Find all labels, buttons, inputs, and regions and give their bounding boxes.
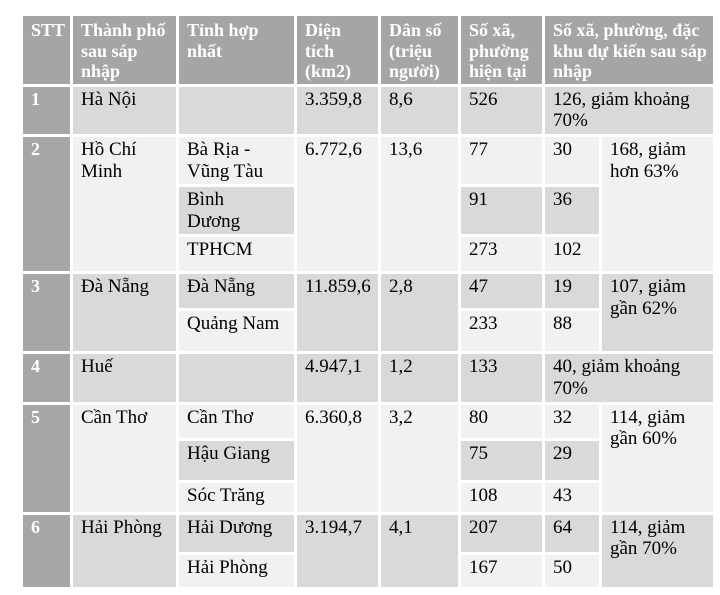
cell-stt: 2 [20,133,73,275]
cell-current: 233 [458,308,545,355]
cell-summary: 107, giảm gần 62% [598,271,717,355]
cell-area: 3.359,8 [294,83,381,137]
cell-current: 80 [458,401,545,441]
cell-area: 3.194,7 [294,511,381,590]
cell-province [176,83,297,137]
cell-current: 133 [458,351,545,405]
cell-current: 47 [458,271,545,312]
province-label: Bình Dương [187,189,241,232]
header-stt: STT [20,13,73,87]
cell-after: 32 [542,401,602,441]
table-row: 6 Hải Phòng Hải Dương 3.194,7 4,1 207 64… [20,511,717,590]
cell-after: 43 [542,479,602,515]
cell-after: 102 [542,234,602,275]
cell-stt: 4 [20,351,73,405]
cell-city: Hồ Chí Minh [70,133,179,275]
cell-population: 2,8 [378,271,461,355]
cell-province: Bình Dương [176,184,297,238]
cell-province: Hải Phòng [176,551,297,590]
cell-current: 273 [458,234,545,275]
cell-province: Hậu Giang [176,437,297,483]
cell-stt: 1 [20,83,73,137]
cell-city: Cần Thơ [70,401,179,515]
cell-summary: 114, giảm gần 60% [598,401,717,515]
cell-city: Huế [70,351,179,405]
cell-summary: 40, giảm khoảng 70% [541,351,717,405]
cell-summary: 114, giảm gần 70% [598,511,717,590]
cell-after: 64 [542,511,602,555]
header-province: Tỉnh hợp nhất [176,13,297,87]
cell-population: 1,2 [378,351,461,405]
cell-population: 13,6 [378,133,461,275]
header-after-units: Số xã, phường, đặc khu dự kiến sau sáp n… [541,13,717,87]
cell-current: 108 [458,479,545,515]
table-row: Quảng Nam 233 88 [22,308,715,355]
table-row: 2 Hồ Chí Minh Bà Rịa - Vũng Tàu 6.772,6 … [20,133,717,275]
cell-province: Sóc Trăng [176,479,297,515]
table-row: 5 Cần Thơ Cần Thơ 6.360,8 3,2 80 32 114,… [20,401,717,515]
header-current-units: Số xã, phường hiện tại [458,13,545,87]
cell-city: Hà Nội [70,83,179,137]
cell-population: 3,2 [378,401,461,515]
cell-city: Hải Phòng [70,511,179,590]
cell-province: Hải Dương [176,511,297,555]
cell-after: 30 [542,133,602,188]
table-row: 3 Đà Nẵng Đà Nẵng 11.859,6 2,8 47 19 107… [20,271,717,355]
header-population: Dân số (triệu người) [378,13,461,87]
cell-stt: 6 [20,511,73,590]
cell-city: Đà Nẵng [70,271,179,355]
cell-summary: 126, giảm khoảng 70% [541,83,717,137]
table-row: Hậu Giang 75 29 [22,437,715,483]
header-area: Diện tích (km2) [294,13,381,87]
cell-after: 50 [542,551,602,590]
cell-current: 526 [458,83,545,137]
cell-stt: 5 [20,401,73,515]
cell-area: 6.772,6 [294,133,381,275]
cell-population: 4,1 [378,511,461,590]
cell-population: 8,6 [378,83,461,137]
table-row: Bình Dương 91 36 [22,184,715,238]
table-row: TPHCM 273 102 [22,234,715,275]
table-row: 1 Hà Nội 3.359,8 8,6 526 126, giảm khoản… [20,83,717,137]
header-city: Thành phố sau sáp nhập [70,13,179,87]
cell-province: Đà Nẵng [176,271,297,312]
cell-current: 77 [458,133,545,188]
cell-stt: 3 [20,271,73,355]
cell-current: 207 [458,511,545,555]
cell-province [176,351,297,405]
cell-current: 167 [458,551,545,590]
cell-province: Bà Rịa - Vũng Tàu [176,133,297,188]
cell-province: Cần Thơ [176,401,297,441]
cell-province: Quảng Nam [176,308,297,355]
cell-after: 36 [542,184,602,238]
cell-after: 19 [542,271,602,312]
cell-area: 11.859,6 [294,271,381,355]
table-row: 4 Huế 4.947,1 1,2 133 40, giảm khoảng 70… [20,351,717,405]
cell-summary: 168, giảm hơn 63% [598,133,717,275]
table-header-row: STT Thành phố sau sáp nhập Tỉnh hợp nhất… [20,13,717,87]
cell-province: TPHCM [176,234,297,275]
merger-table: STT Thành phố sau sáp nhập Tỉnh hợp nhất… [20,13,717,590]
cell-current: 75 [458,437,545,483]
cell-current: 91 [458,184,545,238]
cell-after: 29 [542,437,602,483]
cell-after: 88 [542,308,602,355]
cell-area: 4.947,1 [294,351,381,405]
table-row: Sóc Trăng 108 43 [22,479,715,515]
cell-area: 6.360,8 [294,401,381,515]
